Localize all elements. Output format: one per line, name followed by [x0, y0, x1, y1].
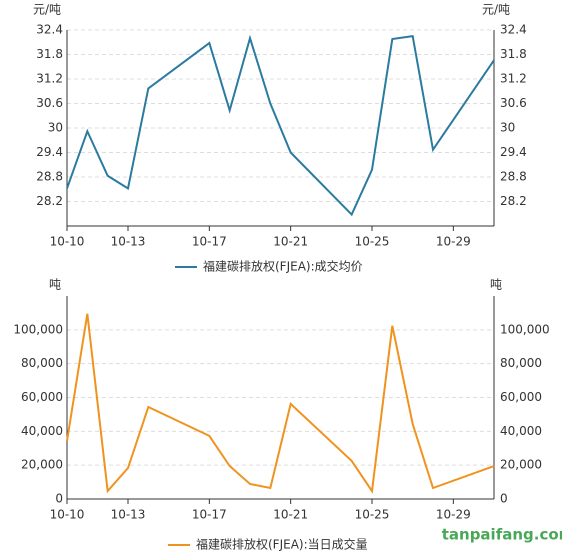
y-tick-label: 0	[55, 492, 63, 506]
y-tick-label: 40,000	[21, 424, 63, 438]
watermark: tanpaifang.com	[442, 526, 562, 544]
y-tick-label: 20,000	[21, 458, 63, 472]
y-tick-label: 60,000	[21, 390, 63, 404]
y2-tick-label: 0	[500, 492, 508, 506]
y-unit: 元/吨	[33, 3, 61, 17]
y2-unit: 吨	[490, 278, 502, 292]
line	[66, 34, 495, 217]
y2-tick-label: 20,000	[500, 458, 542, 472]
y-unit: 吨	[49, 278, 61, 292]
line	[66, 313, 495, 494]
x-tick-label: 10-10	[50, 235, 85, 249]
legend-label: 福建碳排放权(FJEA):当日成交量	[196, 537, 368, 552]
y2-tick-label: 29.4	[500, 145, 527, 159]
y2-tick-label: 40,000	[500, 424, 542, 438]
x-tick-label: 10-13	[111, 235, 146, 249]
y-tick-label: 30.6	[36, 96, 63, 110]
x-tick-label: 10-21	[273, 235, 308, 249]
y-tick-label: 32.4	[36, 23, 63, 37]
y2-unit: 元/吨	[482, 3, 510, 17]
y2-tick-label: 31.8	[500, 47, 527, 61]
y2-tick-label: 31.2	[500, 72, 527, 86]
x-tick-label: 10-10	[50, 508, 85, 522]
y-tick-label: 28.2	[36, 194, 63, 208]
y-tick-label: 29.4	[36, 145, 63, 159]
x-tick-label: 10-17	[192, 508, 227, 522]
y-tick-label: 80,000	[21, 356, 63, 370]
y2-tick-label: 32.4	[500, 23, 527, 37]
y-tick-label: 28.8	[36, 170, 63, 184]
y2-tick-label: 28.8	[500, 170, 527, 184]
y2-tick-label: 80,000	[500, 356, 542, 370]
y-tick-label: 100,000	[13, 322, 63, 336]
y2-tick-label: 28.2	[500, 194, 527, 208]
y2-tick-label: 100,000	[500, 322, 550, 336]
y-tick-label: 30	[48, 121, 63, 135]
legend-label: 福建碳排放权(FJEA):成交均价	[203, 259, 363, 274]
y2-tick-label: 30.6	[500, 96, 527, 110]
x-tick-label: 10-17	[192, 235, 227, 249]
x-tick-label: 10-29	[436, 235, 471, 249]
y-tick-label: 31.8	[36, 47, 63, 61]
x-tick-label: 10-25	[355, 235, 390, 249]
x-tick-label: 10-13	[111, 508, 146, 522]
y2-tick-label: 60,000	[500, 390, 542, 404]
x-tick-label: 10-21	[273, 508, 308, 522]
x-tick-label: 10-29	[436, 508, 471, 522]
x-tick-label: 10-25	[355, 508, 390, 522]
y-tick-label: 31.2	[36, 72, 63, 86]
y2-tick-label: 30	[500, 121, 515, 135]
